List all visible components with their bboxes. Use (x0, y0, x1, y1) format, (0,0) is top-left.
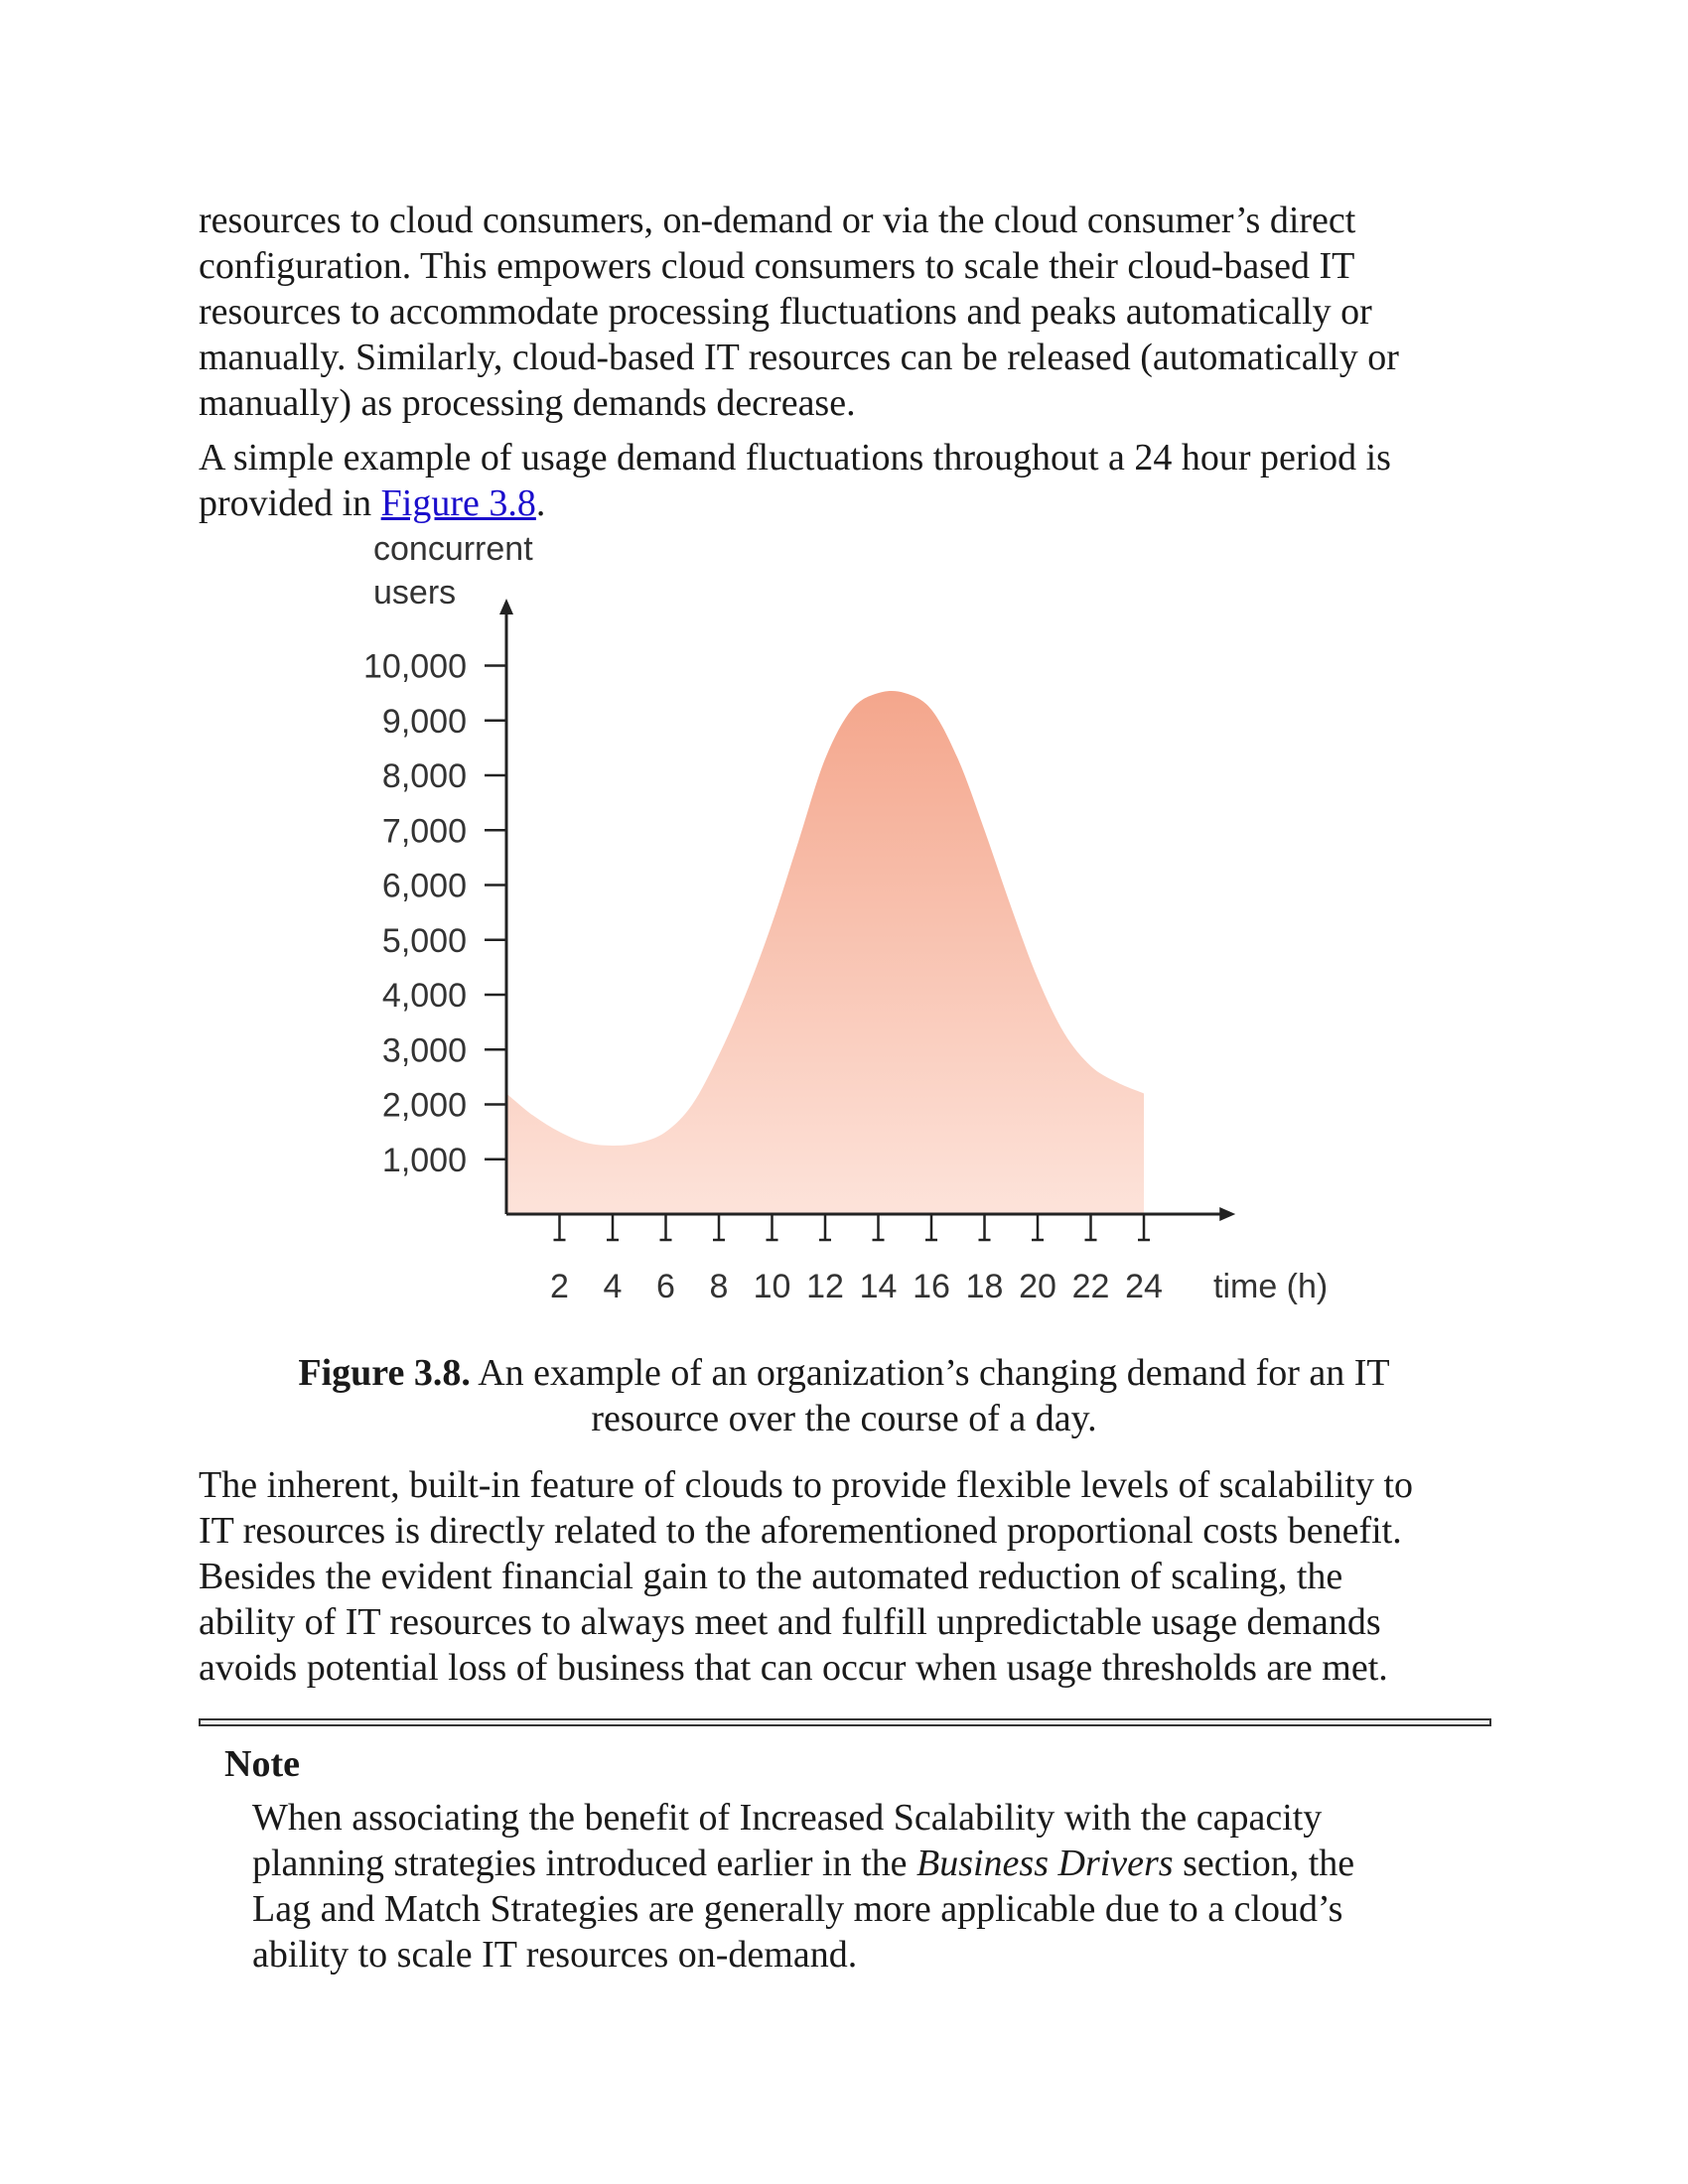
text-line: When associating the benefit of Increase… (252, 1797, 1323, 1839)
note-body: When associating the benefit of Increase… (252, 1795, 1483, 1978)
x-tick-label: 14 (860, 1268, 898, 1305)
y-tick-label: 1,000 (382, 1142, 467, 1179)
x-tick-label: 24 (1125, 1268, 1163, 1305)
text-fragment: planning strategies introduced earlier i… (252, 1843, 916, 1884)
text-line: avoids potential loss of business that c… (199, 1647, 1388, 1689)
x-tick-label: 12 (806, 1268, 844, 1305)
x-axis-arrowhead (1219, 1207, 1236, 1221)
x-tick-label: 8 (710, 1268, 729, 1305)
caption-line: Figure 3.8. An example of an organizatio… (199, 1350, 1489, 1396)
paragraph-figure-reference: A simple example of usage demand fluctua… (199, 435, 1489, 526)
y-tick-label: 3,000 (382, 1031, 467, 1069)
text-line: configuration. This empowers cloud consu… (199, 245, 1355, 287)
caption-line: resource over the course of a day. (591, 1398, 1097, 1439)
text-line: ability to scale IT resources on-demand. (252, 1934, 858, 1976)
text-line: provided in Figure 3.8. (199, 480, 1489, 526)
figure-caption: Figure 3.8. An example of an organizatio… (199, 1350, 1489, 1441)
demand-area-chart: concurrent users time (h) 10,000 9,000 8,0… (318, 531, 1370, 1325)
x-axis-label: time (h) (1213, 1268, 1328, 1305)
text-line: manually) as processing demands decrease… (199, 382, 856, 424)
text-line: resources to accommodate processing fluc… (199, 291, 1372, 333)
x-tick-label: 20 (1019, 1268, 1056, 1305)
text-line: Besides the evident financial gain to th… (199, 1556, 1343, 1597)
paragraph-scalability: The inherent, built-in feature of clouds… (199, 1462, 1489, 1691)
caption-text: An example of an organization’s changing… (470, 1352, 1390, 1394)
text-line: ability of IT resources to always meet a… (199, 1601, 1381, 1643)
note-title: Note (224, 1743, 300, 1785)
x-tick-label: 6 (656, 1268, 675, 1305)
area-layer (506, 691, 1144, 1214)
text-fragment: provided in (199, 482, 381, 524)
text-line: manually. Similarly, cloud-based IT reso… (199, 337, 1399, 378)
x-tick-label: 22 (1072, 1268, 1110, 1305)
y-tick-label: 8,000 (382, 757, 467, 795)
y-tick-label: 4,000 (382, 977, 467, 1015)
chart-svg: concurrent users time (h) 10,000 9,000 8,0… (363, 531, 1328, 1305)
text-fragment: section, the (1173, 1843, 1355, 1884)
x-tick-label: 10 (754, 1268, 791, 1305)
y-axis-label-line2: users (373, 574, 456, 612)
business-drivers-emphasis: Business Drivers (916, 1843, 1174, 1884)
y-axis-label-line1: concurrent (373, 531, 533, 568)
text-line: IT resources is directly related to the … (199, 1510, 1402, 1552)
figure-3-8-link[interactable]: Figure 3.8 (380, 482, 536, 524)
x-tick-label: 16 (913, 1268, 950, 1305)
x-tick-label: 18 (966, 1268, 1004, 1305)
y-tick-label: 6,000 (382, 868, 467, 905)
axis-layer (499, 599, 1236, 1221)
x-tick-label: 2 (550, 1268, 569, 1305)
y-tick-label: 2,000 (382, 1087, 467, 1125)
text-line: The inherent, built-in feature of clouds… (199, 1464, 1414, 1506)
text-line: Lag and Match Strategies are generally m… (252, 1888, 1343, 1930)
x-tick-label: 4 (604, 1268, 623, 1305)
x-ticks: 2 4 6 8 10 12 14 16 18 20 22 24 (550, 1214, 1163, 1305)
y-tick-label: 7,000 (382, 812, 467, 850)
paragraph-intro: resources to cloud consumers, on-demand … (199, 198, 1489, 426)
text-line: A simple example of usage demand fluctua… (199, 437, 1391, 478)
y-tick-label: 9,000 (382, 703, 467, 741)
y-ticks: 10,000 9,000 8,000 7,000 6,000 5,000 4,000 3,00… (363, 648, 506, 1179)
demand-area (506, 691, 1144, 1214)
y-axis-arrowhead (499, 599, 513, 614)
caption-label: Figure 3.8. (298, 1352, 471, 1394)
text-fragment: . (535, 482, 546, 524)
note-divider (199, 1718, 1491, 1726)
text-line: resources to cloud consumers, on-demand … (199, 200, 1356, 241)
y-tick-label: 10,000 (363, 648, 467, 686)
y-tick-label: 5,000 (382, 922, 467, 960)
text-line: planning strategies introduced earlier i… (252, 1841, 1483, 1886)
